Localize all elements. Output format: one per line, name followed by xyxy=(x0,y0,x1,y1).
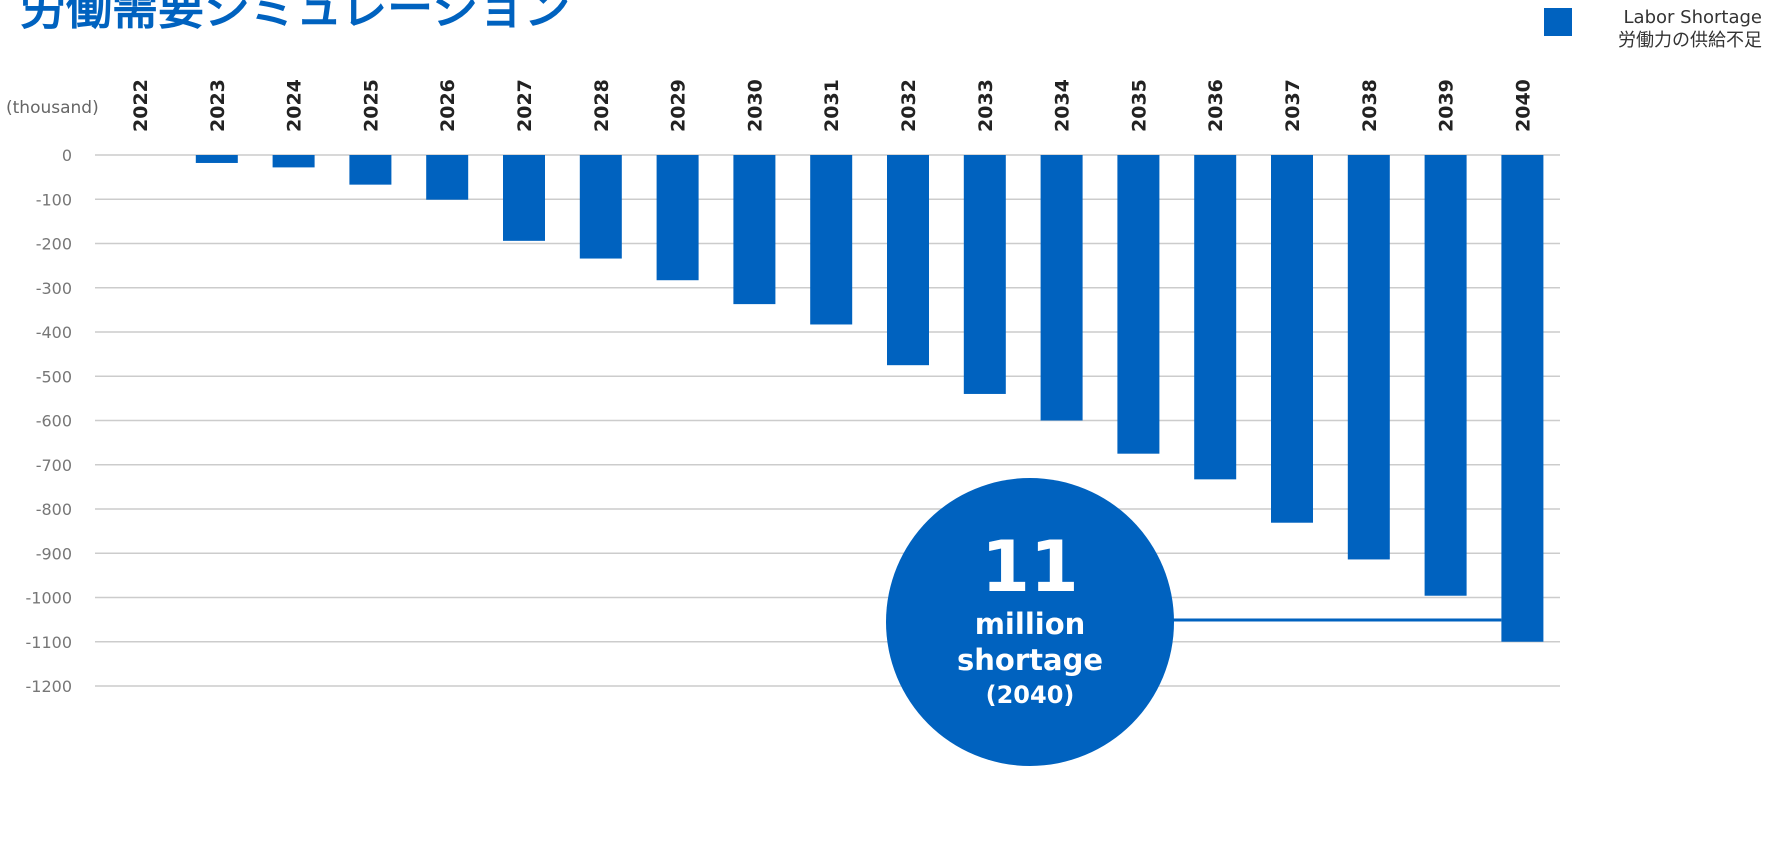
x-tick-label: 2030 xyxy=(744,79,766,132)
x-tick-label: 2036 xyxy=(1205,79,1227,132)
legend-label-ja: 労働力の供給不足 xyxy=(1618,30,1762,51)
y-tick-label: -800 xyxy=(36,500,72,519)
bar xyxy=(1347,155,1390,560)
bar xyxy=(503,155,545,241)
callout-line-2: shortage xyxy=(957,643,1103,677)
x-tick-label: 2026 xyxy=(437,79,459,132)
callout-year: (2040) xyxy=(985,681,1075,709)
y-tick-label: -700 xyxy=(36,456,72,475)
bar xyxy=(1424,155,1467,596)
x-tick-label: 2031 xyxy=(821,79,843,132)
y-tick-label: -600 xyxy=(36,412,72,431)
x-tick-label: 2025 xyxy=(360,79,382,132)
bar xyxy=(426,155,469,200)
x-tick-label: 2033 xyxy=(975,79,997,132)
bar xyxy=(733,155,776,305)
shortage-callout: 11 million shortage (2040) xyxy=(886,478,1174,766)
y-tick-label: -500 xyxy=(36,367,72,386)
legend-text: Labor Shortage 労働力の供給不足 xyxy=(1618,6,1762,52)
bar xyxy=(1194,155,1237,480)
y-tick-label: -1100 xyxy=(26,633,73,652)
y-tick-label: -1200 xyxy=(26,677,73,696)
callout-number: 11 xyxy=(981,526,1079,608)
bar xyxy=(887,155,929,366)
callout-line-1: million xyxy=(974,607,1086,641)
y-tick-label: -100 xyxy=(36,190,72,209)
y-tick-label: -1000 xyxy=(26,589,73,608)
bar xyxy=(1271,155,1313,523)
bar xyxy=(579,155,622,259)
bar xyxy=(963,155,1006,394)
bar xyxy=(656,155,699,281)
x-tick-label: 2040 xyxy=(1512,79,1534,132)
y-tick-label: -200 xyxy=(36,235,72,254)
chart-title: 労働需要シミュレーション xyxy=(20,0,571,35)
y-tick-label: 0 xyxy=(62,146,72,165)
y-tick-label: -400 xyxy=(36,323,72,342)
bar xyxy=(1040,155,1083,421)
bar xyxy=(195,155,238,163)
y-axis-unit-label: (thousand) xyxy=(6,98,99,118)
x-tick-label: 2022 xyxy=(130,79,152,132)
x-tick-label: 2035 xyxy=(1128,79,1150,132)
bar xyxy=(1117,155,1160,454)
y-tick-label: -900 xyxy=(36,544,72,563)
x-tick-label: 2023 xyxy=(207,79,229,132)
x-tick-label: 2029 xyxy=(668,79,690,132)
bar xyxy=(272,155,315,168)
x-tick-label: 2038 xyxy=(1359,79,1381,132)
bar xyxy=(1501,155,1544,642)
x-tick-label: 2032 xyxy=(898,79,920,132)
x-tick-label: 2037 xyxy=(1282,79,1304,132)
legend: Labor Shortage 労働力の供給不足 xyxy=(1544,6,1762,52)
x-tick-label: 2034 xyxy=(1052,79,1074,132)
x-tick-label: 2039 xyxy=(1436,79,1458,132)
legend-swatch xyxy=(1544,8,1572,36)
x-tick-label: 2028 xyxy=(591,79,613,132)
x-tick-label: 2027 xyxy=(514,79,536,132)
bar xyxy=(349,155,392,185)
bar xyxy=(810,155,853,325)
legend-label-en: Labor Shortage xyxy=(1623,7,1762,28)
y-tick-label: -300 xyxy=(36,279,72,298)
x-tick-label: 2024 xyxy=(284,79,306,132)
